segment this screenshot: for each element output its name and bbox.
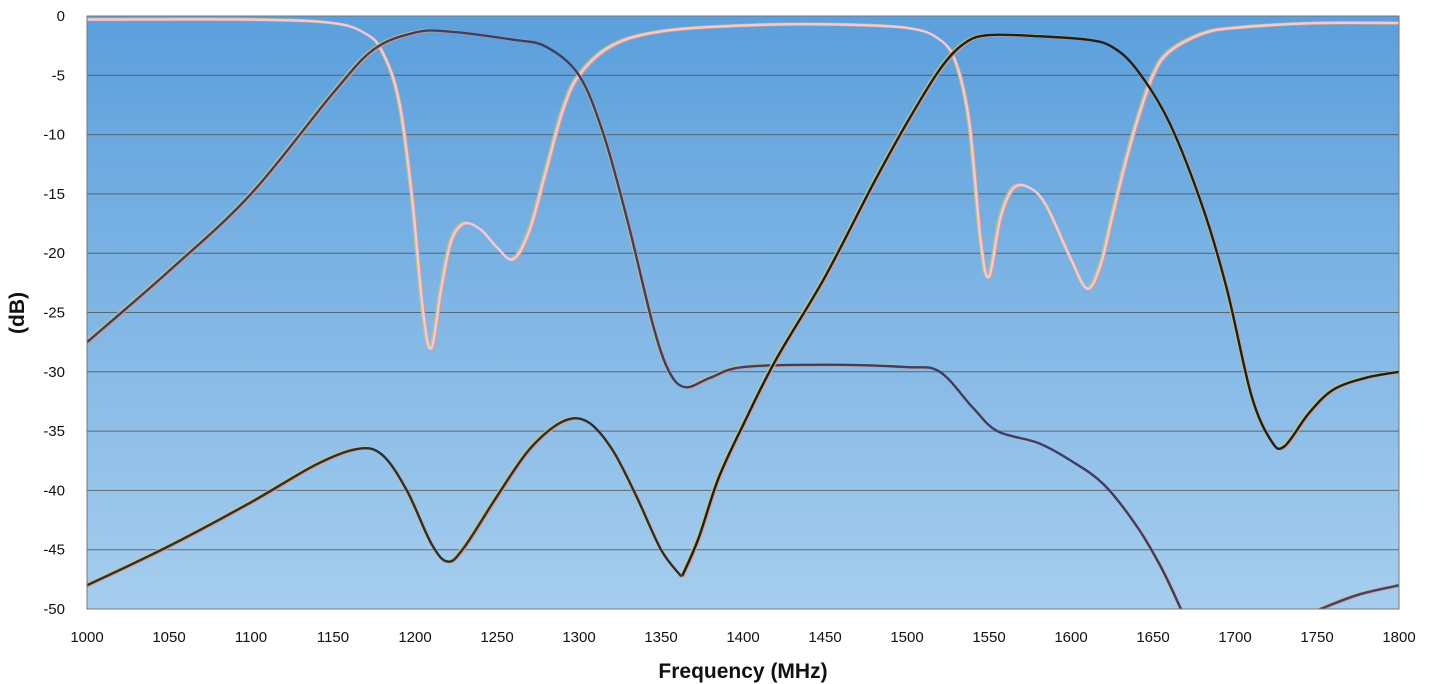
y-tick-label: -15 <box>43 186 65 203</box>
x-tick-label: 1800 <box>1382 629 1415 646</box>
x-axis-title: Frequency (MHz) <box>658 660 827 683</box>
x-tick-label: 1600 <box>1054 629 1087 646</box>
series-return-loss-low-band <box>87 17 1399 351</box>
y-tick-label: -50 <box>43 601 65 618</box>
y-tick-label: -30 <box>43 364 65 381</box>
data-series <box>87 17 1399 609</box>
x-tick-label: 1300 <box>562 629 595 646</box>
y-tick-label: 0 <box>57 8 65 25</box>
series-transmission-low-band <box>87 28 1183 609</box>
x-tick-label: 1200 <box>398 629 431 646</box>
plot-area-border <box>86 15 1400 610</box>
y-tick-label: -20 <box>43 245 65 262</box>
series-line <box>681 33 1399 577</box>
x-tick-label: 1650 <box>1136 629 1169 646</box>
x-tick-label: 1250 <box>480 629 513 646</box>
y-tick-label: -40 <box>43 482 65 499</box>
series-isolation-lower <box>87 416 684 587</box>
y-axis-ticks: 0 -5 -10 -15 -20 -25 -30 -35 -40 -45 -50 <box>43 8 65 618</box>
x-tick-label: 1400 <box>726 629 759 646</box>
y-tick-label: -10 <box>43 127 65 144</box>
series-transmission-high-band <box>679 32 1399 578</box>
y-tick-label: -5 <box>52 67 65 84</box>
x-tick-label: 1500 <box>890 629 923 646</box>
x-tick-label: 1450 <box>808 629 841 646</box>
x-tick-label: 1750 <box>1300 629 1333 646</box>
series-line <box>87 29 1183 609</box>
y-tick-label: -25 <box>43 305 65 322</box>
x-tick-label: 1050 <box>152 629 185 646</box>
series-line <box>1319 584 1399 609</box>
gridlines <box>87 74 1399 551</box>
x-tick-label: 1550 <box>972 629 1005 646</box>
series-line <box>87 18 1399 350</box>
series-isolation-upper-tail <box>1317 583 1399 609</box>
x-tick-label: 1100 <box>235 629 267 646</box>
x-tick-label: 1150 <box>317 629 349 646</box>
y-tick-label: -35 <box>43 423 65 440</box>
y-axis-title: (dB) <box>6 292 29 334</box>
x-tick-label: 1350 <box>644 629 677 646</box>
x-tick-label: 1700 <box>1218 629 1251 646</box>
x-tick-label: 1000 <box>70 629 103 646</box>
series-trace <box>1322 585 1399 609</box>
series-line <box>87 417 682 587</box>
x-axis-ticks: 1000 1050 1100 1150 1200 1250 1300 1350 1400 1450… <box>70 629 1415 646</box>
y-tick-label: -45 <box>43 542 65 559</box>
